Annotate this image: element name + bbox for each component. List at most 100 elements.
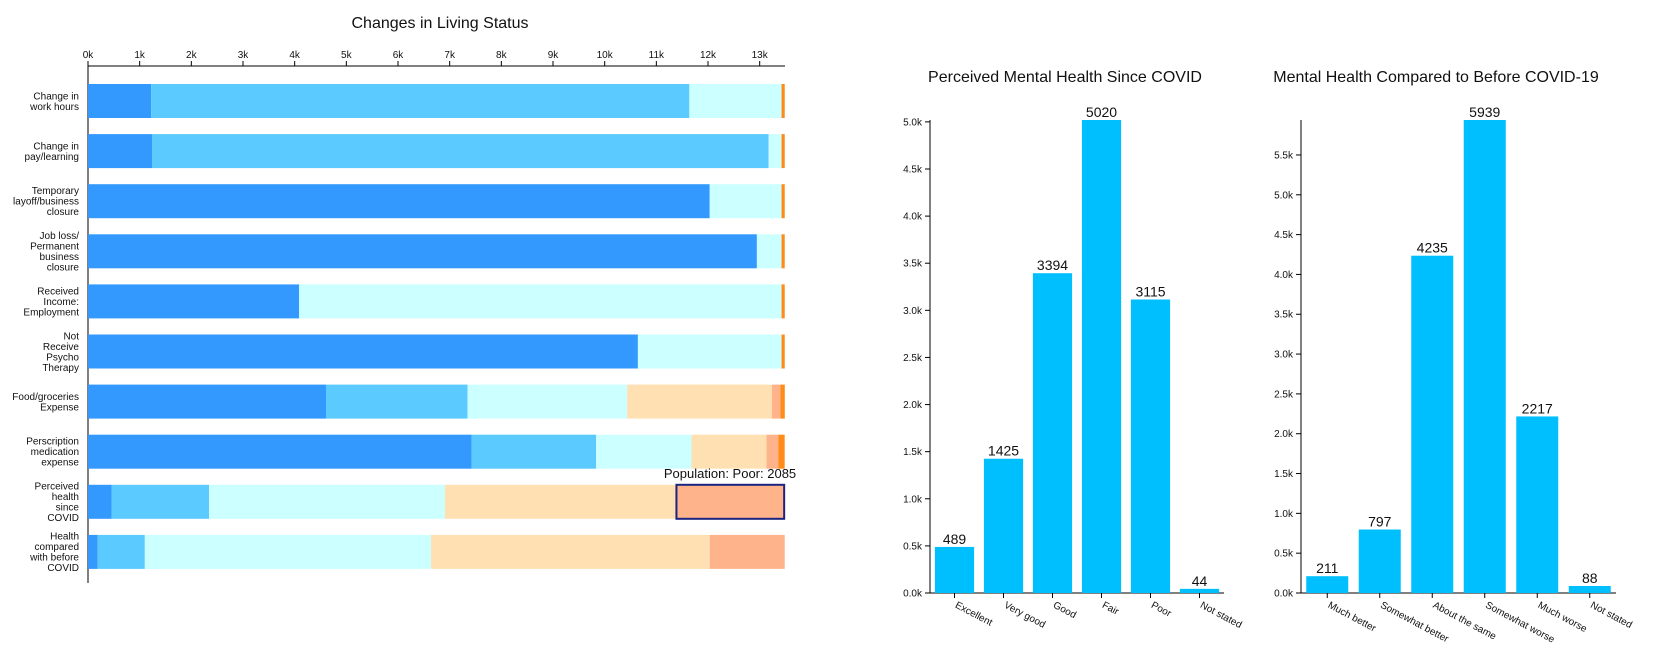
bar — [1358, 529, 1401, 593]
bar-segment — [151, 84, 690, 118]
value-label: 3394 — [1037, 257, 1068, 273]
x-tick-label: 7k — [444, 50, 456, 61]
bar-segment — [781, 184, 785, 219]
bar — [1081, 120, 1122, 593]
bar-segment — [299, 284, 782, 319]
x-tick-label: Not stated — [1198, 600, 1243, 631]
bar-segment — [88, 434, 472, 469]
y-tick-label: Income: — [43, 297, 79, 308]
y-tick-label: closure — [47, 207, 80, 218]
x-tick-label: Very good — [1002, 600, 1047, 631]
y-tick-label: with before — [29, 553, 79, 564]
y-tick-label: 3.0k — [903, 306, 923, 317]
bar-segment — [152, 134, 769, 169]
y-tick-label: COVID — [47, 563, 79, 574]
bar — [1411, 255, 1454, 593]
bar-segment — [88, 184, 710, 219]
y-tick-label: 0.5k — [1274, 549, 1294, 560]
x-tick-label: 13k — [752, 50, 769, 61]
bar-segment — [709, 184, 782, 219]
bar-segment — [88, 384, 326, 419]
bar-segment — [637, 334, 782, 369]
y-tick-label: Received — [37, 286, 79, 297]
bar-segment — [689, 84, 782, 118]
y-tick-label: Employment — [23, 307, 79, 318]
bar-segment — [209, 484, 445, 519]
bar-segment — [781, 284, 785, 319]
x-tick-label: 2k — [186, 50, 198, 61]
y-tick-label: 5.0k — [1274, 190, 1294, 201]
y-tick-label: 3.5k — [1274, 310, 1294, 321]
y-tick-label: Receive — [43, 342, 80, 353]
value-label: 3115 — [1135, 283, 1165, 299]
x-tick-label: Good — [1051, 600, 1078, 621]
y-tick-label: 4.5k — [1274, 230, 1294, 241]
bar-segment — [675, 483, 786, 520]
y-tick-label: 4.0k — [903, 212, 923, 223]
y-tick-label: 2.5k — [1274, 389, 1294, 400]
x-tick-label: 8k — [496, 50, 508, 61]
bar-segment — [781, 234, 785, 269]
y-tick-label: Permanent — [30, 242, 79, 253]
value-label: 2217 — [1522, 400, 1553, 416]
y-tick-label: compared — [35, 542, 79, 553]
y-tick-label: Therapy — [42, 363, 79, 374]
value-label: 88 — [1582, 570, 1598, 586]
x-tick-label: Poor — [1149, 600, 1173, 620]
chart-title: Mental Health Compared to Before COVID-1… — [1273, 69, 1599, 86]
bar-segment — [766, 434, 779, 469]
y-tick-label: 0.5k — [903, 541, 923, 552]
x-tick-label: 10k — [597, 50, 614, 61]
bar-segment — [756, 234, 782, 269]
bar-segment — [88, 334, 638, 369]
tooltip: Population: Poor: 2085 — [664, 466, 796, 481]
chart-title: Changes in Living Status — [352, 15, 529, 32]
bar-segment — [88, 284, 300, 319]
y-tick-label: 1.5k — [1274, 469, 1294, 480]
y-tick-label: health — [52, 492, 79, 503]
bar — [983, 458, 1024, 593]
value-label: 211 — [1316, 560, 1339, 576]
bar — [1179, 588, 1220, 593]
value-label: 797 — [1368, 514, 1392, 530]
y-tick-label: 4.0k — [1274, 270, 1294, 281]
bar-segment — [325, 384, 468, 419]
bar-segment — [88, 234, 757, 269]
y-tick-label: 4.5k — [903, 164, 923, 175]
bar-segment — [444, 484, 677, 519]
y-tick-label: 1.0k — [903, 494, 923, 505]
bar-segment — [88, 134, 153, 169]
bar-segment — [88, 484, 112, 519]
y-tick-label: Psycho — [46, 352, 79, 363]
bar-segment — [771, 384, 781, 419]
y-tick-label: Perceived — [35, 482, 79, 493]
y-tick-label: 0.0k — [903, 589, 923, 600]
y-tick-label: 2.0k — [903, 400, 923, 411]
y-tick-label: layoff/business — [13, 197, 79, 208]
y-tick-label: 1.0k — [1274, 509, 1294, 520]
bar-segment — [627, 384, 772, 419]
x-tick-label: 5k — [341, 50, 353, 61]
bar — [1516, 416, 1559, 593]
bar-segment — [781, 134, 785, 169]
y-tick-label: expense — [41, 458, 79, 469]
x-tick-label: Fair — [1100, 600, 1121, 618]
bar-segment — [144, 534, 432, 569]
y-tick-label: Food/groceries — [12, 392, 79, 403]
bar — [934, 546, 975, 593]
bar-segment — [596, 434, 692, 469]
x-tick-label: 1k — [134, 50, 146, 61]
bar — [1306, 576, 1349, 593]
value-label: 5939 — [1469, 104, 1500, 120]
bar-segment — [709, 534, 785, 569]
y-tick-label: 1.5k — [903, 447, 923, 458]
x-tick-label: 9k — [548, 50, 560, 61]
y-tick-label: 5.5k — [1274, 150, 1294, 161]
bar-segment — [471, 434, 597, 469]
bar-segment — [691, 434, 767, 469]
x-tick-label: 6k — [393, 50, 405, 61]
y-tick-label: Health — [50, 532, 79, 543]
bar-segment — [88, 534, 98, 569]
value-label: 1425 — [988, 443, 1019, 459]
bar-segment — [780, 384, 785, 419]
